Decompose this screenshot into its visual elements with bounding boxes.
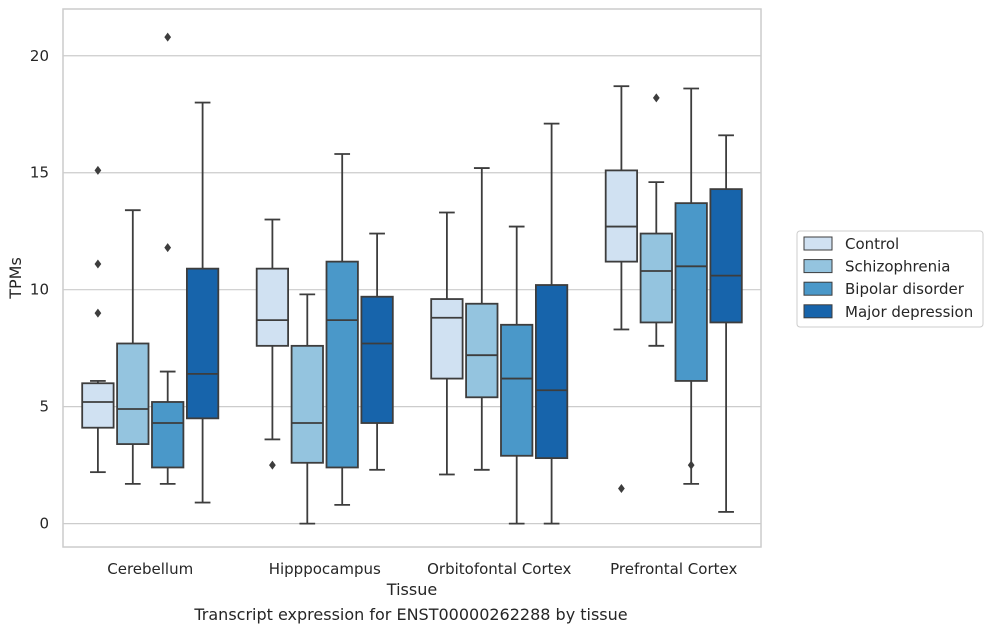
box-major-depression	[709, 134, 743, 513]
box-iqr	[255, 267, 290, 347]
x-tick-labels: Cerebellum Hipppocampus Orbitofontal Corte…	[107, 560, 737, 578]
box-iqr	[500, 323, 534, 457]
x-tick-label: Hipppocampus	[269, 560, 381, 578]
box-schizophrenia	[290, 293, 324, 525]
box-iqr	[185, 267, 220, 420]
box-major-depression	[360, 232, 394, 471]
box-control	[255, 218, 290, 470]
box-iqr	[465, 302, 499, 399]
y-tick-label: 0	[39, 515, 49, 533]
legend-swatch	[803, 304, 833, 319]
box-iqr	[534, 284, 569, 460]
legend-swatch	[803, 281, 833, 296]
outlier-point	[94, 259, 102, 269]
box-iqr	[81, 382, 115, 429]
box-major-depression	[185, 101, 220, 504]
box-iqr	[151, 401, 185, 469]
outlier-point	[164, 32, 172, 42]
outlier-point	[618, 484, 625, 494]
y-axis-label: TPMs	[6, 257, 25, 300]
legend-label: Bipolar disorder	[845, 280, 965, 298]
y-tick-label: 10	[30, 281, 49, 299]
box-bipolar-disorder	[674, 87, 708, 485]
box-layer	[81, 32, 743, 525]
box-control	[604, 85, 639, 494]
legend-label: Schizophrenia	[845, 258, 950, 276]
box-iqr	[360, 295, 394, 424]
legend-swatch	[803, 259, 833, 274]
x-tick-label: Orbitofontal Cortex	[427, 560, 571, 578]
y-tick-label: 15	[30, 164, 49, 182]
box-major-depression	[534, 122, 569, 525]
x-axis-label: Tissue	[386, 580, 437, 599]
y-tick-label: 5	[39, 398, 49, 416]
box-schizophrenia	[639, 93, 673, 347]
box-control	[81, 165, 115, 474]
box-bipolar-disorder	[151, 32, 185, 485]
y-tick-label: 20	[30, 47, 49, 65]
box-iqr	[116, 342, 150, 445]
box-bipolar-disorder	[325, 153, 359, 506]
outlier-point	[652, 93, 660, 103]
x-tick-label: Cerebellum	[107, 560, 193, 578]
figure-caption: Transcript expression for ENST0000026228…	[194, 605, 628, 624]
outlier-point	[269, 460, 276, 470]
box-schizophrenia	[116, 209, 150, 485]
box-iqr	[604, 169, 639, 263]
box-iqr	[709, 188, 743, 324]
outlier-point	[687, 460, 695, 470]
box-iqr	[290, 344, 324, 464]
outlier-point	[94, 308, 102, 318]
outlier-point	[164, 243, 172, 253]
box-iqr	[674, 202, 708, 382]
box-schizophrenia	[465, 167, 499, 471]
legend-label: Control	[845, 235, 899, 253]
box-bipolar-disorder	[500, 225, 534, 525]
plot-frame	[62, 8, 762, 548]
legend: Control Schizophrenia Bipolar disorder Majo…	[796, 230, 984, 328]
box-iqr	[325, 260, 359, 469]
legend-frame	[796, 230, 984, 328]
box-iqr	[639, 232, 673, 324]
y-tick-labels: 0 5 10 15 20	[30, 47, 49, 533]
x-tick-label: Prefrontal Cortex	[610, 560, 737, 578]
box-iqr	[430, 298, 464, 380]
outlier-point	[94, 165, 102, 175]
box-control	[430, 211, 464, 476]
legend-label: Major depression	[845, 303, 973, 321]
legend-swatch	[803, 236, 833, 251]
